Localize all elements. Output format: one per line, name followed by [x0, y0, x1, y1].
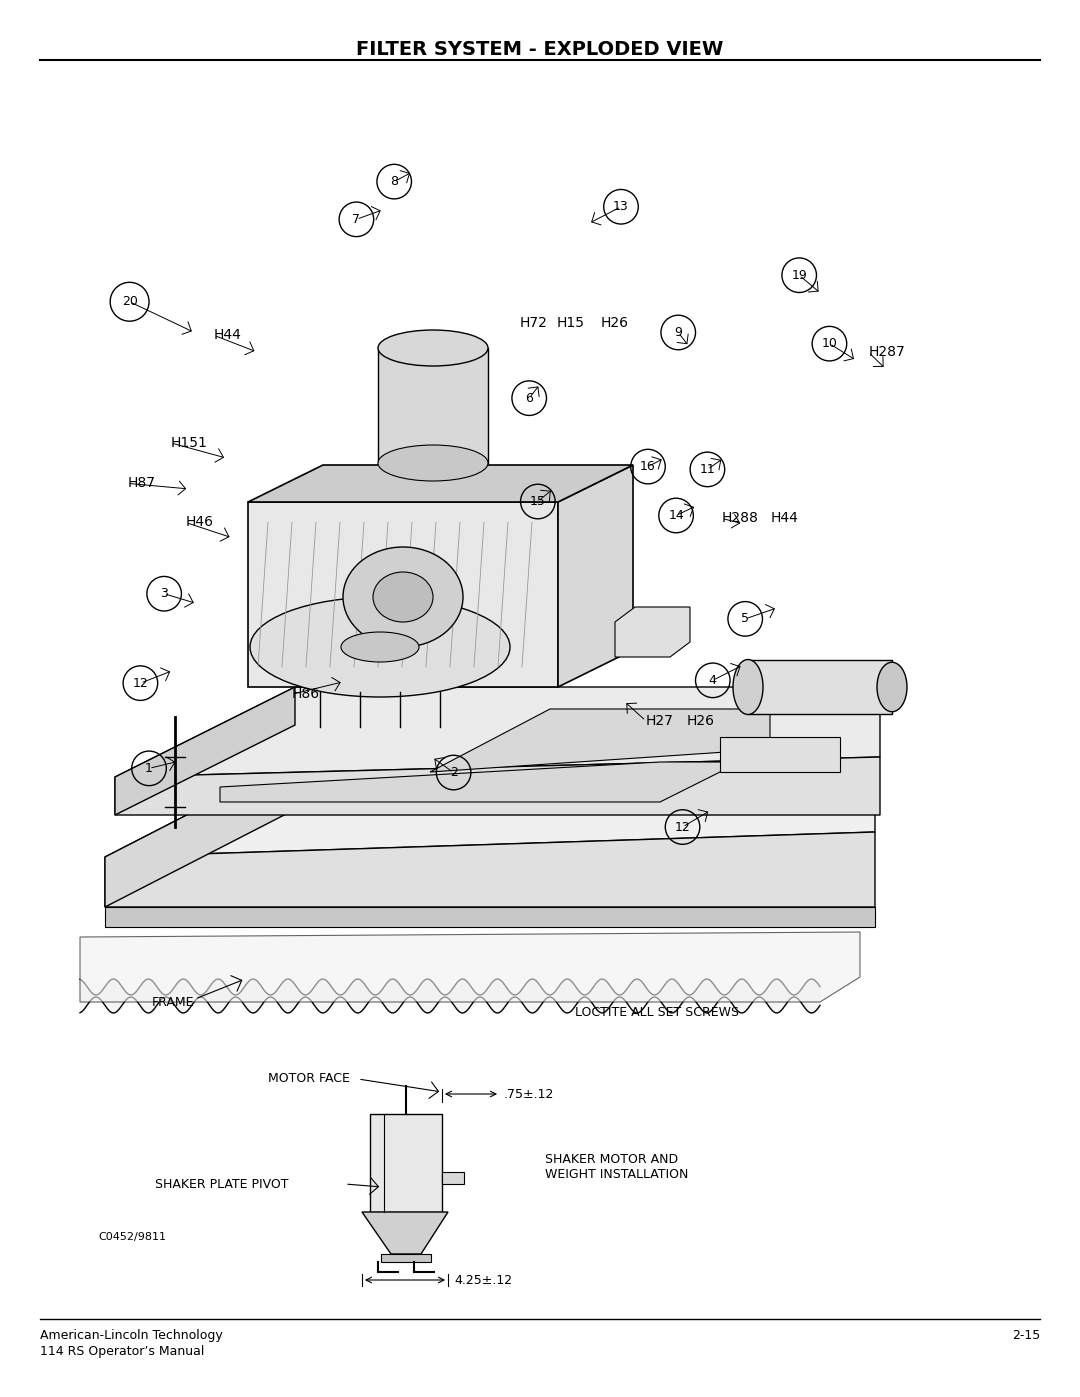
- Text: 7: 7: [352, 212, 361, 226]
- Polygon shape: [105, 907, 875, 928]
- Text: 14: 14: [669, 509, 684, 522]
- Ellipse shape: [341, 631, 419, 662]
- Polygon shape: [105, 761, 875, 856]
- Text: 3: 3: [160, 587, 168, 601]
- Text: H46: H46: [186, 515, 214, 529]
- Polygon shape: [558, 465, 633, 687]
- Polygon shape: [248, 502, 558, 687]
- Text: 13: 13: [613, 200, 629, 214]
- Text: 11: 11: [700, 462, 715, 476]
- Ellipse shape: [378, 330, 488, 366]
- Polygon shape: [748, 659, 892, 714]
- Text: 8: 8: [390, 175, 399, 189]
- Polygon shape: [105, 833, 875, 907]
- Text: MOTOR FACE: MOTOR FACE: [268, 1073, 350, 1085]
- Ellipse shape: [733, 659, 762, 714]
- Text: SHAKER PLATE PIVOT: SHAKER PLATE PIVOT: [156, 1178, 288, 1190]
- Text: 10: 10: [822, 337, 837, 351]
- Text: 2: 2: [449, 766, 458, 780]
- Text: American-Lincoln Technology: American-Lincoln Technology: [40, 1329, 222, 1343]
- Text: H26: H26: [600, 316, 629, 330]
- Text: 20: 20: [122, 295, 137, 309]
- Text: FILTER SYSTEM - EXPLODED VIEW: FILTER SYSTEM - EXPLODED VIEW: [356, 41, 724, 59]
- Polygon shape: [442, 1172, 464, 1185]
- Text: H287: H287: [868, 345, 905, 359]
- Ellipse shape: [373, 571, 433, 622]
- Text: 1: 1: [145, 761, 153, 775]
- Text: 12: 12: [675, 820, 690, 834]
- Text: H44: H44: [771, 511, 799, 525]
- Text: H26: H26: [687, 714, 715, 728]
- Text: H86: H86: [292, 687, 320, 701]
- Polygon shape: [248, 465, 633, 502]
- Text: 19: 19: [792, 268, 807, 282]
- Polygon shape: [80, 932, 860, 1002]
- Ellipse shape: [378, 446, 488, 481]
- Text: C0452/9811: C0452/9811: [98, 1232, 166, 1242]
- Text: H87: H87: [127, 476, 156, 490]
- Polygon shape: [720, 738, 840, 773]
- Text: 5: 5: [741, 612, 750, 626]
- Text: 4: 4: [708, 673, 717, 687]
- Text: H151: H151: [171, 436, 207, 450]
- Text: 6: 6: [525, 391, 534, 405]
- Polygon shape: [114, 757, 880, 814]
- Polygon shape: [370, 1113, 442, 1213]
- Text: LOCTITE ALL SET SCREWS: LOCTITE ALL SET SCREWS: [575, 1006, 739, 1018]
- Text: H15: H15: [556, 316, 584, 330]
- Polygon shape: [378, 348, 488, 462]
- Polygon shape: [105, 761, 291, 907]
- Ellipse shape: [343, 548, 463, 647]
- Text: 15: 15: [530, 495, 545, 509]
- Polygon shape: [381, 1255, 431, 1261]
- Text: H288: H288: [721, 511, 758, 525]
- Polygon shape: [114, 687, 880, 777]
- Polygon shape: [430, 710, 770, 773]
- Polygon shape: [114, 687, 295, 814]
- Text: FRAME: FRAME: [152, 996, 194, 1009]
- Text: .75±.12: .75±.12: [504, 1087, 554, 1101]
- Text: H72: H72: [519, 316, 548, 330]
- Text: H44: H44: [214, 328, 242, 342]
- Ellipse shape: [249, 597, 510, 697]
- Text: H27: H27: [646, 714, 674, 728]
- Polygon shape: [220, 761, 740, 802]
- Text: SHAKER MOTOR AND
WEIGHT INSTALLATION: SHAKER MOTOR AND WEIGHT INSTALLATION: [545, 1153, 688, 1180]
- Text: 114 RS Operator’s Manual: 114 RS Operator’s Manual: [40, 1345, 204, 1358]
- Polygon shape: [615, 608, 690, 657]
- Text: 2-15: 2-15: [1012, 1329, 1040, 1343]
- Text: 9: 9: [674, 326, 683, 339]
- Text: 16: 16: [640, 460, 656, 474]
- Text: 4.25±.12: 4.25±.12: [454, 1274, 512, 1287]
- Polygon shape: [362, 1213, 448, 1255]
- Ellipse shape: [877, 662, 907, 711]
- Text: 12: 12: [133, 676, 148, 690]
